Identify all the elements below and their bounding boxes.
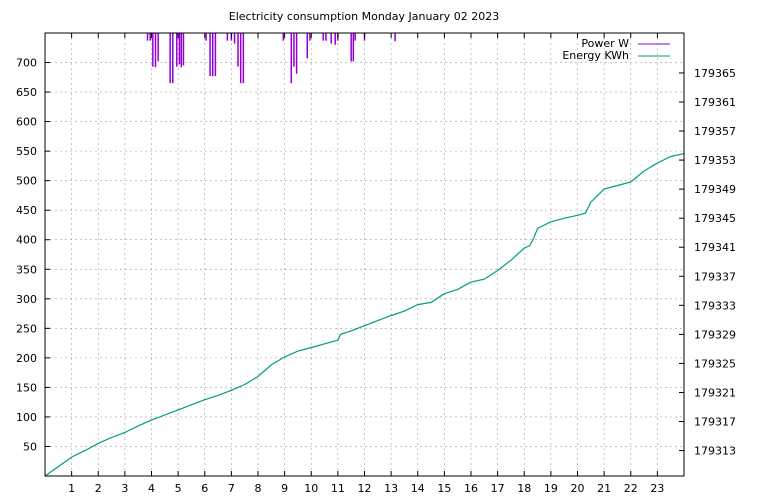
legend: Power W Energy KWh	[562, 37, 670, 62]
y2-tick-label: 179317	[694, 416, 736, 429]
energy-line	[44, 153, 685, 477]
y-tick-label: 300	[16, 293, 37, 306]
y2-tick-label: 179337	[694, 270, 736, 283]
x-tick-label: 14	[411, 482, 425, 495]
x-tick-label: 15	[437, 482, 451, 495]
x-tick-label: 11	[331, 482, 345, 495]
y-tick-label: 400	[16, 234, 37, 247]
y2-tick-label: 179357	[694, 125, 736, 138]
x-tick-label: 17	[491, 482, 505, 495]
y-tick-label: 500	[16, 175, 37, 188]
chart-title: Electricity consumption Monday January 0…	[229, 10, 499, 23]
power-series	[146, 33, 396, 84]
y-tick-label: 550	[16, 145, 37, 158]
ticks: 1 2 3 4 5 6 7 8 9 10 11 12 13 14 15 16 17 18 19 20 21 22 23501…	[16, 33, 736, 495]
x-tick-label: 3	[121, 482, 128, 495]
y2-tick-label: 179353	[694, 154, 736, 167]
y2-tick-label: 179349	[694, 183, 736, 196]
y-tick-label: 700	[16, 57, 37, 70]
x-tick-label: 13	[384, 482, 398, 495]
grid	[45, 33, 684, 476]
y-tick-label: 100	[16, 411, 37, 424]
y-tick-label: 50	[23, 440, 37, 453]
x-tick-label: 12	[358, 482, 372, 495]
x-tick-label: 19	[544, 482, 558, 495]
y-tick-label: 200	[16, 352, 37, 365]
y-tick-label: 450	[16, 204, 37, 217]
x-tick-label: 5	[175, 482, 182, 495]
x-tick-label: 8	[255, 482, 262, 495]
x-tick-label: 6	[201, 482, 208, 495]
y2-tick-label: 179325	[694, 357, 736, 370]
x-tick-label: 22	[624, 482, 638, 495]
y2-tick-label: 179329	[694, 328, 736, 341]
y2-tick-label: 179365	[694, 67, 736, 80]
x-tick-label: 10	[304, 482, 318, 495]
x-tick-label: 21	[597, 482, 611, 495]
x-tick-label: 1	[68, 482, 75, 495]
y2-tick-label: 179361	[694, 96, 736, 109]
y2-tick-label: 179333	[694, 299, 736, 312]
x-tick-label: 20	[571, 482, 585, 495]
legend-label-energy: Energy KWh	[562, 49, 629, 62]
y2-tick-label: 179341	[694, 241, 736, 254]
x-tick-label: 16	[464, 482, 478, 495]
x-tick-label: 23	[650, 482, 664, 495]
y2-tick-label: 179345	[694, 212, 736, 225]
x-tick-label: 9	[281, 482, 288, 495]
y-tick-label: 350	[16, 263, 37, 276]
energy-series	[44, 153, 685, 477]
y-tick-label: 650	[16, 86, 37, 99]
x-tick-label: 2	[95, 482, 102, 495]
y2-tick-label: 179321	[694, 386, 736, 399]
y2-tick-label: 179313	[694, 445, 736, 458]
legend-label-power: Power W	[581, 37, 629, 50]
x-tick-label: 4	[148, 482, 155, 495]
y-tick-label: 250	[16, 322, 37, 335]
y-tick-label: 150	[16, 381, 37, 394]
x-tick-label: 18	[517, 482, 531, 495]
x-tick-label: 7	[228, 482, 235, 495]
y-tick-label: 600	[16, 116, 37, 129]
